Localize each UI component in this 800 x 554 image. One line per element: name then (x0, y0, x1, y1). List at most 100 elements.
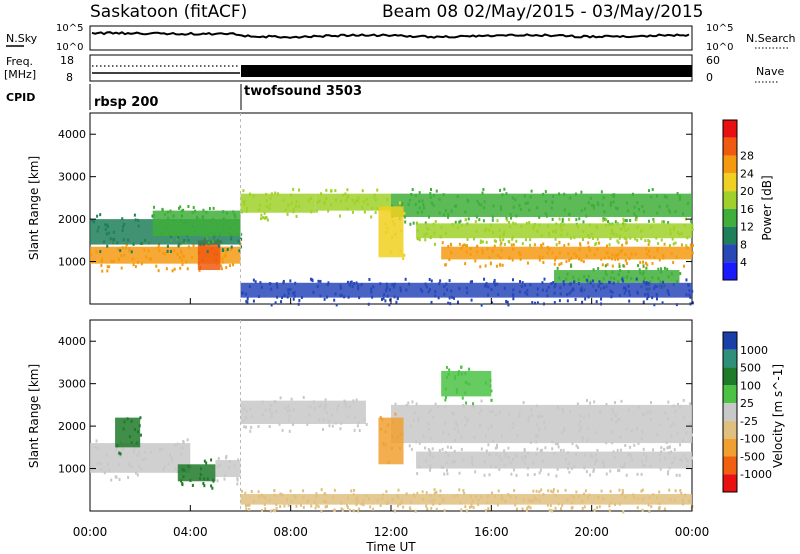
data-speckle (602, 464, 605, 468)
data-speckle (127, 475, 130, 479)
data-speckle (460, 508, 463, 512)
data-speckle (588, 493, 591, 497)
data-speckle (273, 493, 276, 497)
data-speckle (493, 239, 496, 243)
data-speckle (587, 201, 590, 205)
data-speckle (561, 219, 564, 223)
data-speckle (187, 464, 190, 468)
data-speckle (535, 404, 538, 408)
data-speckle (529, 195, 532, 199)
data-speckle (487, 443, 490, 447)
data-speckle (491, 249, 494, 253)
data-speckle (168, 453, 171, 457)
data-speckle (140, 467, 143, 471)
data-speckle (404, 220, 407, 224)
data-speckle (444, 263, 447, 267)
data-speckle (287, 288, 290, 292)
data-speckle (96, 214, 99, 218)
data-speckle (547, 489, 550, 493)
data-speckle (499, 188, 502, 192)
data-speckle (651, 296, 654, 300)
data-speckle (428, 288, 431, 292)
data-speckle (166, 249, 169, 253)
data-speckle (641, 260, 644, 264)
data-speckle (640, 437, 643, 441)
data-speckle (658, 490, 661, 494)
nsky-tick-bottom: 10^0 (56, 42, 83, 53)
data-speckle (654, 284, 657, 288)
data-speckle (169, 234, 172, 238)
data-speckle (435, 507, 438, 511)
data-speckle (405, 403, 408, 407)
data-speckle (165, 267, 168, 271)
data-speckle (516, 433, 519, 437)
data-speckle (382, 442, 385, 446)
data-speckle (507, 446, 510, 450)
data-speckle (676, 231, 679, 235)
data-speckle (515, 507, 518, 511)
data-speckle (100, 461, 103, 465)
data-speckle (689, 302, 692, 306)
data-speckle (183, 468, 186, 472)
data-speckle (650, 505, 653, 509)
colorbar-tick-label: -25 (740, 415, 758, 428)
data-speckle (674, 241, 677, 245)
data-speckle (625, 241, 628, 245)
data-speckle (515, 453, 518, 457)
data-speckle (394, 232, 397, 236)
colorbar-tick-label: 12 (740, 221, 754, 234)
data-speckle (357, 196, 360, 200)
data-speckle (385, 230, 388, 234)
data-speckle (684, 493, 687, 497)
data-speckle (306, 423, 309, 427)
data-speckle (205, 221, 208, 225)
data-speckle (473, 435, 476, 439)
data-speckle (636, 291, 639, 295)
data-speckle (462, 403, 465, 407)
data-speckle (294, 281, 297, 285)
data-speckle (447, 372, 450, 376)
data-speckle (281, 493, 284, 497)
data-speckle (484, 381, 487, 385)
data-speckle (555, 474, 558, 478)
data-speckle (257, 424, 260, 428)
data-speckle (682, 212, 685, 216)
data-speckle (221, 260, 224, 264)
colorbar-swatch (723, 474, 737, 492)
data-speckle (526, 261, 529, 265)
data-speckle (618, 468, 621, 472)
data-speckle (662, 280, 665, 284)
data-speckle (633, 496, 636, 500)
data-speckle (414, 194, 417, 198)
data-speckle (550, 489, 553, 493)
data-speckle (339, 199, 342, 203)
data-speckle (539, 414, 542, 418)
data-speckle (164, 252, 167, 256)
data-speckle (529, 440, 532, 444)
data-speckle (609, 289, 612, 293)
data-speckle (505, 216, 508, 220)
data-speckle (656, 433, 659, 437)
data-speckle (655, 297, 658, 301)
data-speckle (563, 192, 566, 196)
data-speckle (258, 208, 261, 212)
data-speckle (544, 190, 547, 194)
data-speckle (498, 228, 501, 232)
data-speckle (345, 198, 348, 202)
data-speckle (688, 288, 691, 292)
data-speckle (224, 254, 227, 258)
data-speckle (472, 237, 475, 241)
data-speckle (322, 418, 325, 422)
x-tick-label: 08:00 (273, 525, 308, 539)
data-speckle (519, 280, 522, 284)
data-speckle (609, 280, 612, 284)
data-speckle (450, 243, 453, 247)
data-speckle (454, 204, 457, 208)
data-speckle (666, 267, 669, 271)
data-speckle (456, 226, 459, 230)
data-speckle (199, 473, 202, 477)
data-speckle (658, 501, 661, 505)
data-speckle (667, 470, 670, 474)
